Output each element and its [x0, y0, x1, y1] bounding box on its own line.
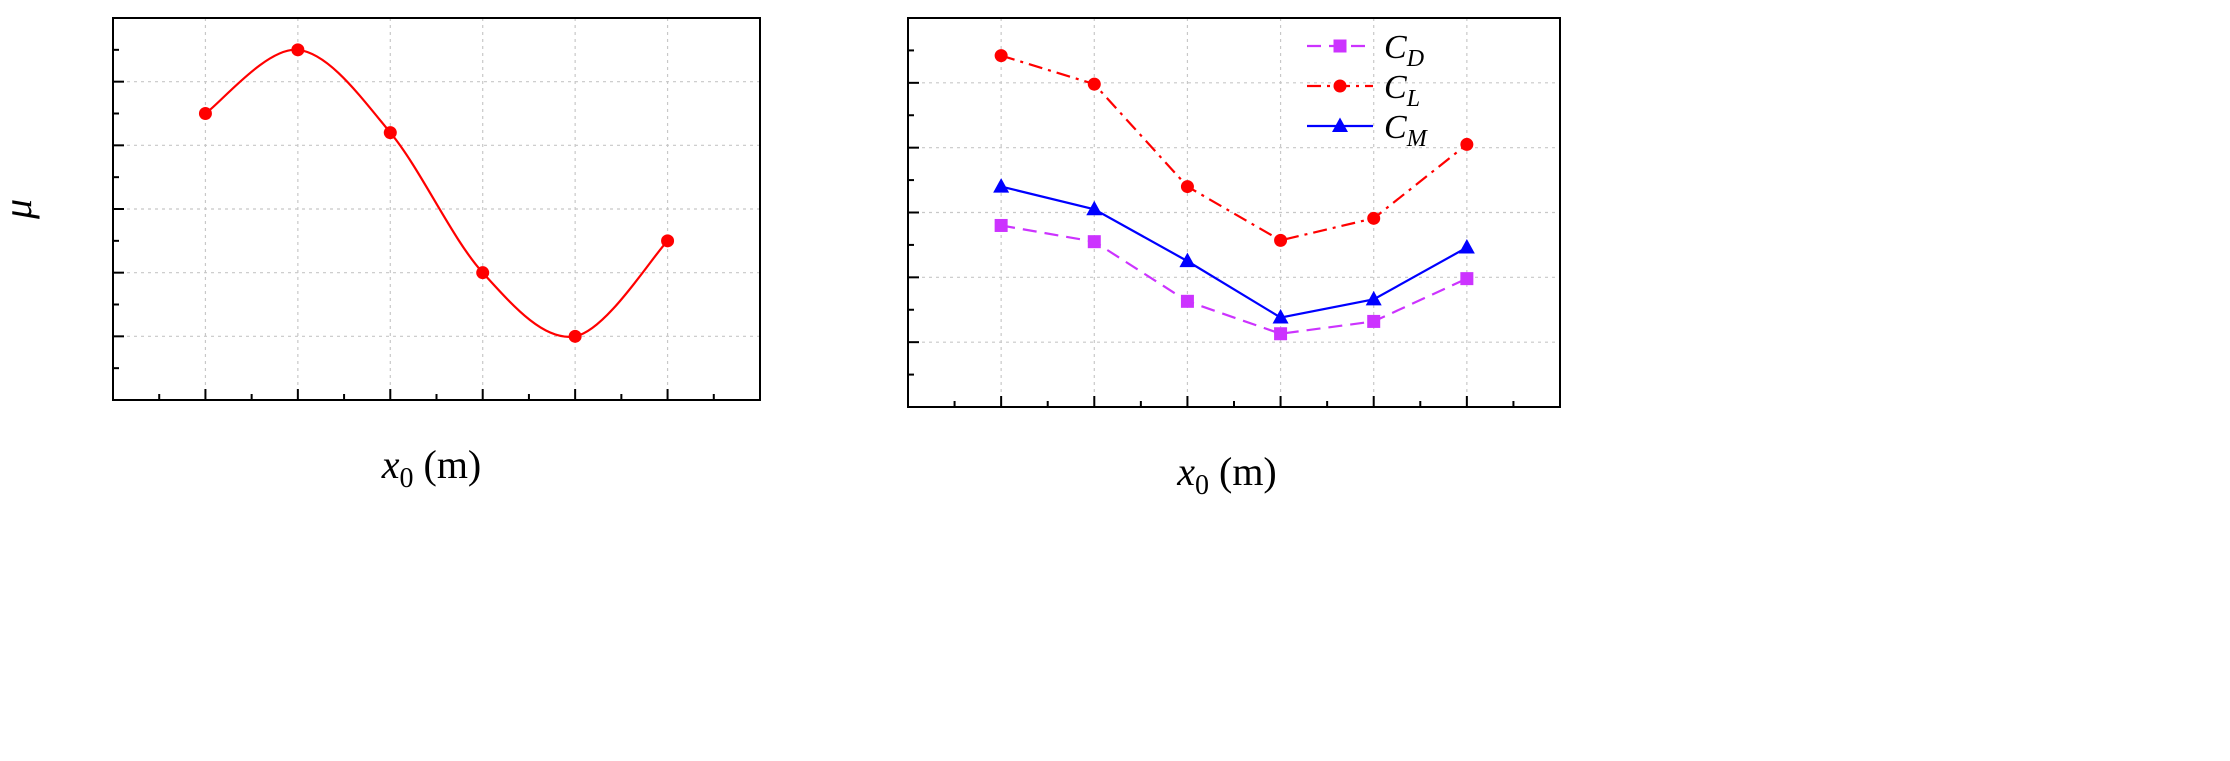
gridlines	[908, 18, 1560, 407]
data-point-square	[1367, 314, 1381, 328]
data-point-triangle	[1272, 309, 1289, 324]
legend-label: CL	[1384, 69, 1420, 112]
legend-label-sub: M	[1406, 126, 1429, 152]
data-point-circle	[994, 49, 1008, 63]
data-point-circle	[476, 266, 490, 280]
legend-label: CM	[1384, 109, 1429, 152]
gridlines	[113, 18, 760, 400]
x-axis-label-unit: (m)	[414, 442, 482, 487]
plot-frame	[112, 17, 761, 401]
data-point-triangle	[1086, 200, 1103, 216]
data-point-square	[994, 218, 1008, 232]
legend-item: CD	[1307, 29, 1424, 72]
data-point-circle	[198, 107, 212, 120]
x-axis-label-var: x	[1176, 449, 1195, 494]
series-m	[993, 178, 1475, 324]
x-axis-label-sub: 0	[400, 463, 414, 494]
y-axis-label: μ	[0, 199, 40, 220]
data-point-circle	[1367, 211, 1381, 225]
legend-item: CL	[1307, 69, 1420, 112]
chart-a: x0 (m) μ	[0, 17, 761, 494]
data-point-triangle	[1179, 252, 1196, 268]
legend-label-main: C	[1384, 69, 1407, 106]
data-point-circle	[291, 43, 305, 57]
data-point-triangle	[1365, 290, 1382, 306]
series-line	[1000, 224, 1468, 335]
data-point-circle	[568, 329, 582, 343]
x-axis-label: x0 (m)	[1176, 449, 1277, 501]
plot-frame	[907, 17, 1561, 408]
series-line	[1000, 185, 1468, 319]
data-point-square	[1087, 235, 1101, 249]
data-point-circle	[1180, 180, 1194, 194]
x-axis-label: x0 (m)	[381, 442, 482, 494]
series-d	[994, 218, 1474, 341]
x-axis-label-var: x	[381, 442, 400, 487]
legend-marker-triangle	[1332, 117, 1348, 132]
x-axis-label-unit: (m)	[1209, 449, 1277, 494]
y-axis-label-var: μ	[0, 199, 40, 220]
data-point-triangle	[993, 178, 1010, 193]
legend-item: CM	[1307, 109, 1429, 152]
data-point-square	[1180, 294, 1194, 308]
data-point-circle	[1274, 233, 1288, 247]
data-point-circle	[661, 234, 675, 248]
data-point-square	[1274, 327, 1288, 341]
legend-marker-circle	[1333, 79, 1347, 93]
data-point-square	[1460, 272, 1474, 286]
data-point-triangle	[1458, 239, 1475, 254]
data-point-circle	[1460, 137, 1474, 151]
series-line	[204, 48, 669, 338]
legend-label-main: C	[1384, 109, 1407, 146]
legend-label-sub: L	[1406, 86, 1420, 112]
legend-marker-square	[1333, 39, 1347, 53]
legend-label: CD	[1384, 29, 1424, 72]
data-point-circle	[383, 126, 397, 140]
legend-label-sub: D	[1406, 46, 1424, 72]
legend-label-main: C	[1384, 29, 1407, 66]
series-0	[198, 43, 675, 343]
series-l	[994, 49, 1474, 247]
x-axis-label-sub: 0	[1195, 470, 1209, 501]
data-point-circle	[1087, 77, 1101, 91]
